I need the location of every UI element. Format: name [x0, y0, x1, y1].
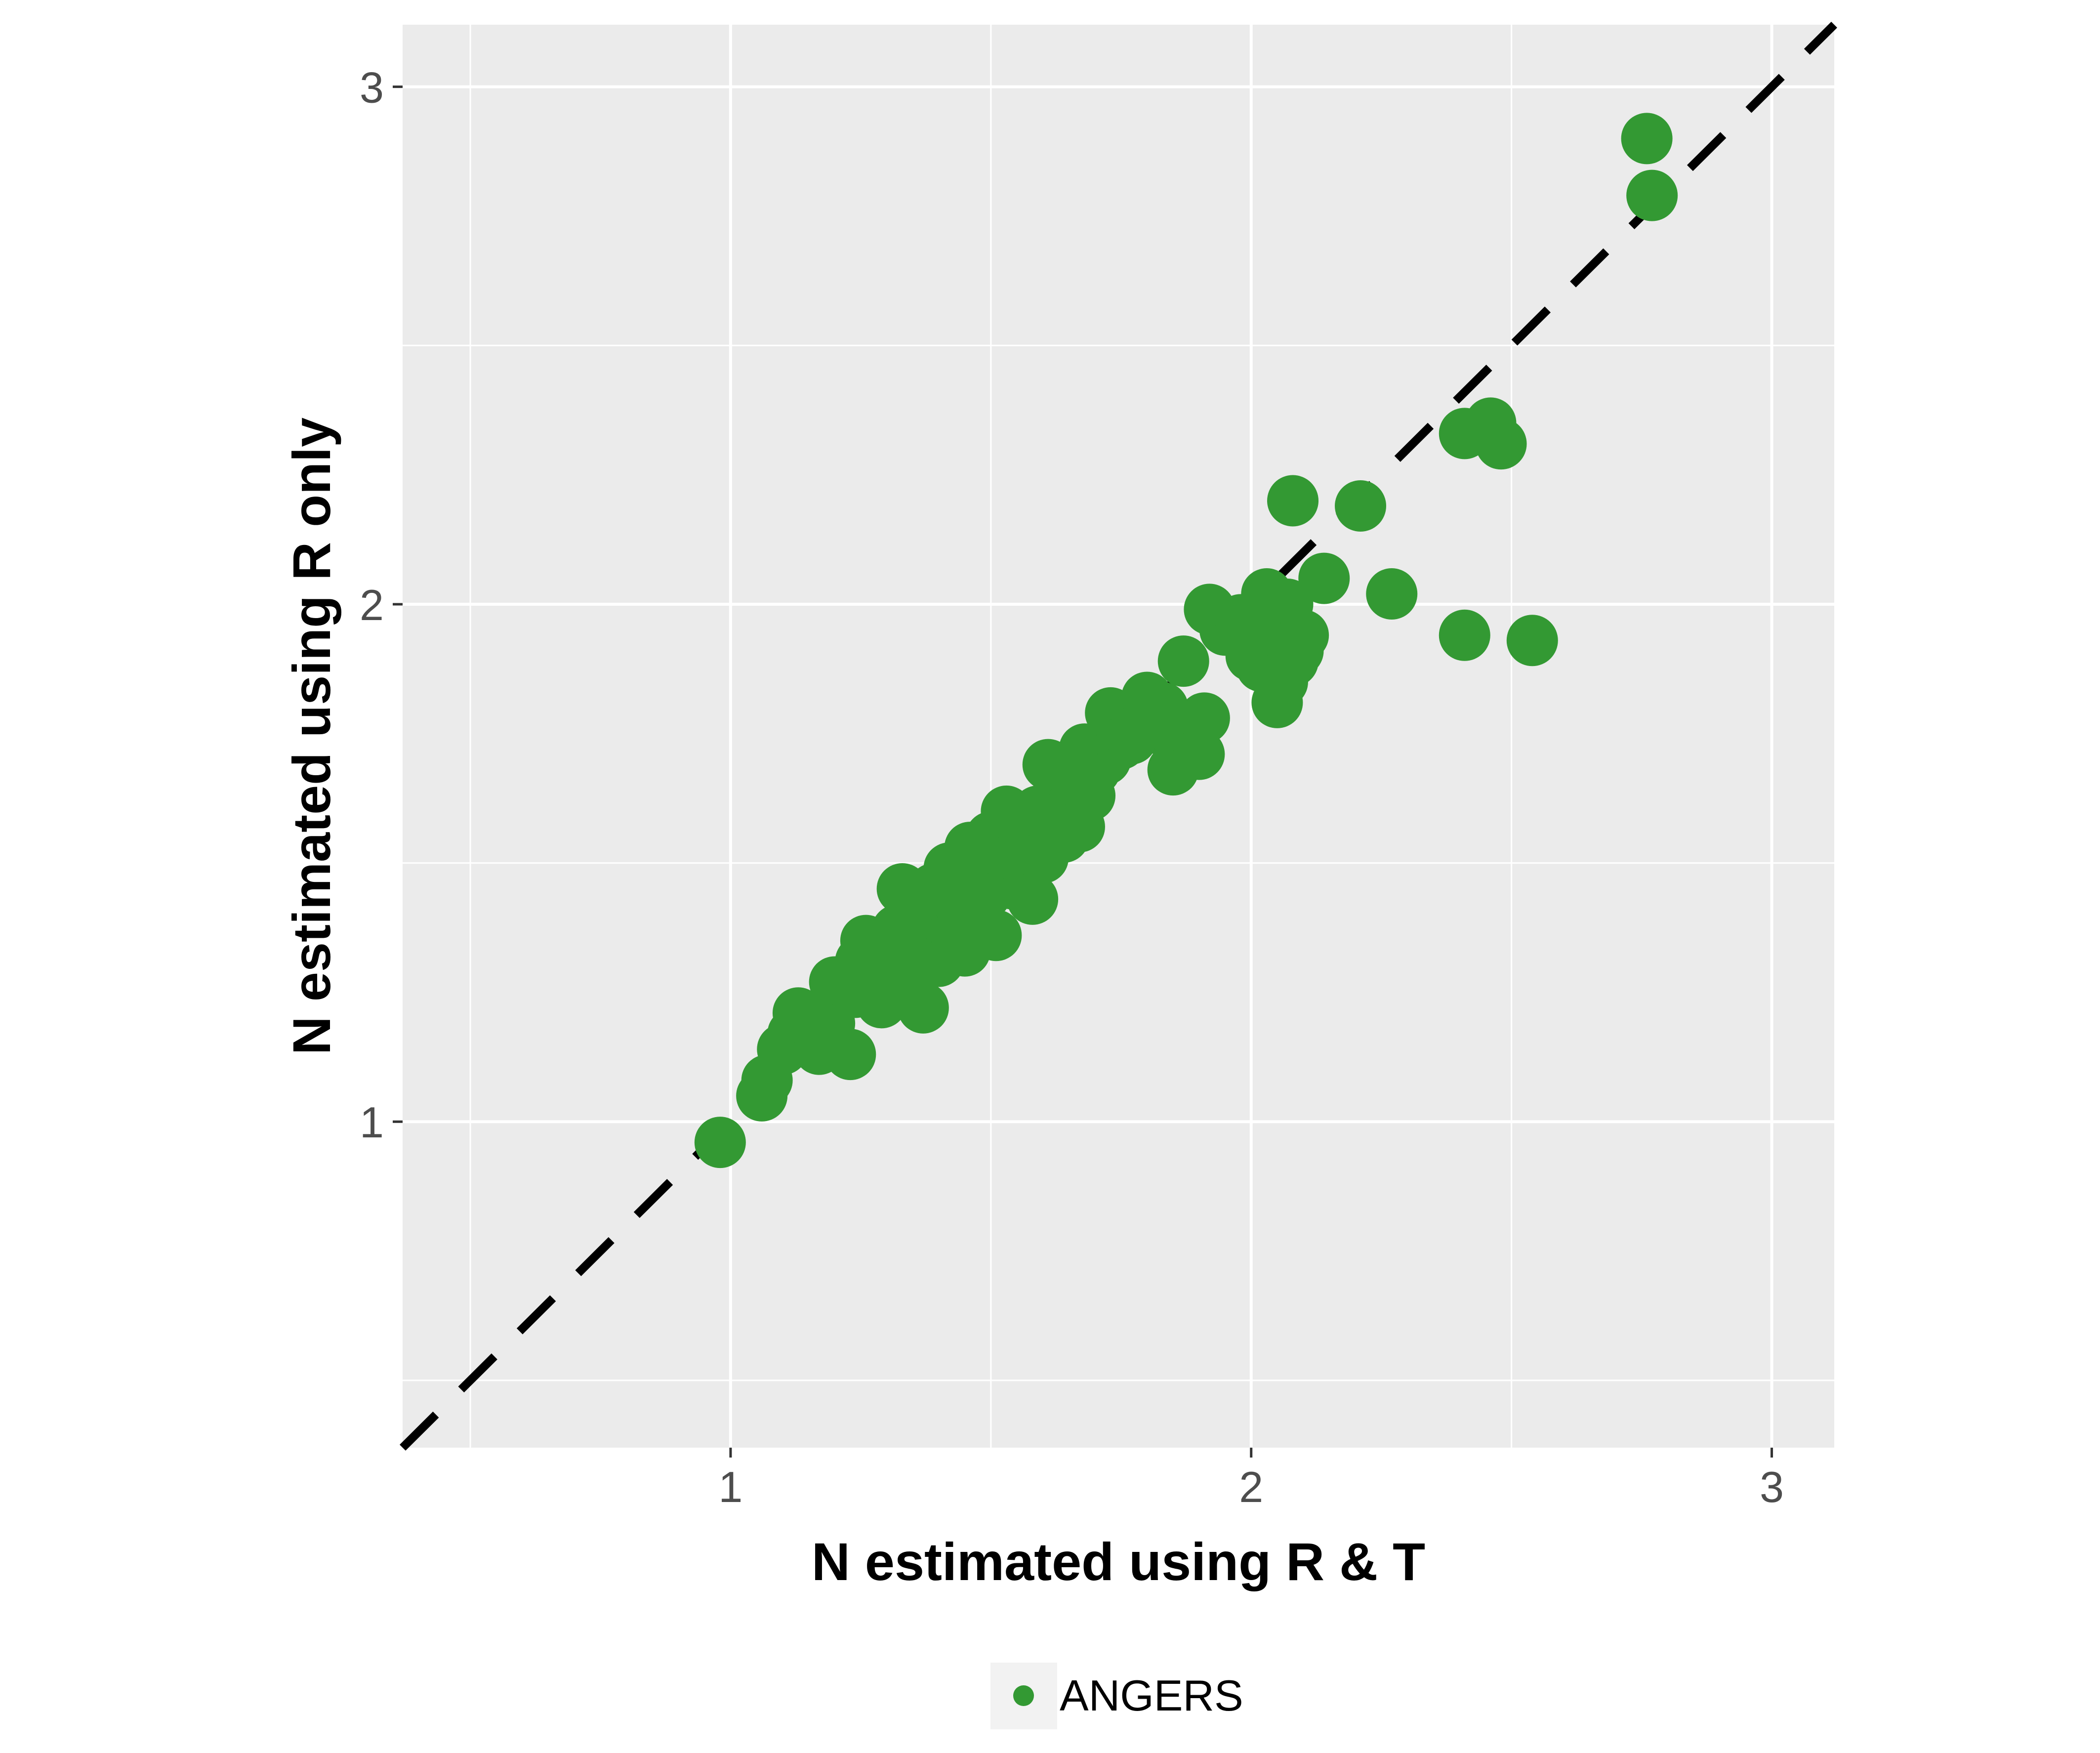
x-axis-title: N estimated using R & T	[812, 1532, 1425, 1591]
x-tick-label: 2	[1239, 1462, 1263, 1511]
data-point	[1506, 615, 1558, 667]
data-point	[694, 1117, 746, 1169]
legend-marker	[1013, 1685, 1034, 1706]
data-point	[1366, 568, 1418, 620]
data-point	[1626, 169, 1678, 221]
legend-label-angers: ANGERS	[1060, 1671, 1243, 1720]
data-point	[824, 1029, 876, 1081]
data-point	[1007, 873, 1059, 925]
y-tick-label: 2	[360, 581, 384, 629]
data-point	[1621, 113, 1673, 165]
data-point	[1298, 552, 1350, 604]
axes: 1 2 3 1 2 3	[360, 63, 1784, 1511]
data-point	[897, 982, 949, 1034]
legend: ANGERS	[990, 1663, 1243, 1729]
data-point	[1475, 418, 1527, 470]
data-point	[970, 910, 1022, 961]
data-point	[1277, 609, 1329, 661]
x-tick-label: 1	[718, 1462, 742, 1511]
data-point	[1335, 480, 1387, 532]
grid-lines	[403, 25, 1834, 1448]
data-point	[1439, 609, 1490, 661]
data-point	[1267, 475, 1319, 527]
y-axis-title: N estimated using R only	[282, 417, 341, 1055]
data-points	[694, 113, 1678, 1169]
data-point	[1157, 635, 1209, 687]
y-tick-label: 1	[360, 1098, 384, 1147]
x-tick-label: 3	[1760, 1462, 1784, 1511]
y-tick-label: 3	[360, 63, 384, 112]
data-point	[1178, 692, 1230, 744]
